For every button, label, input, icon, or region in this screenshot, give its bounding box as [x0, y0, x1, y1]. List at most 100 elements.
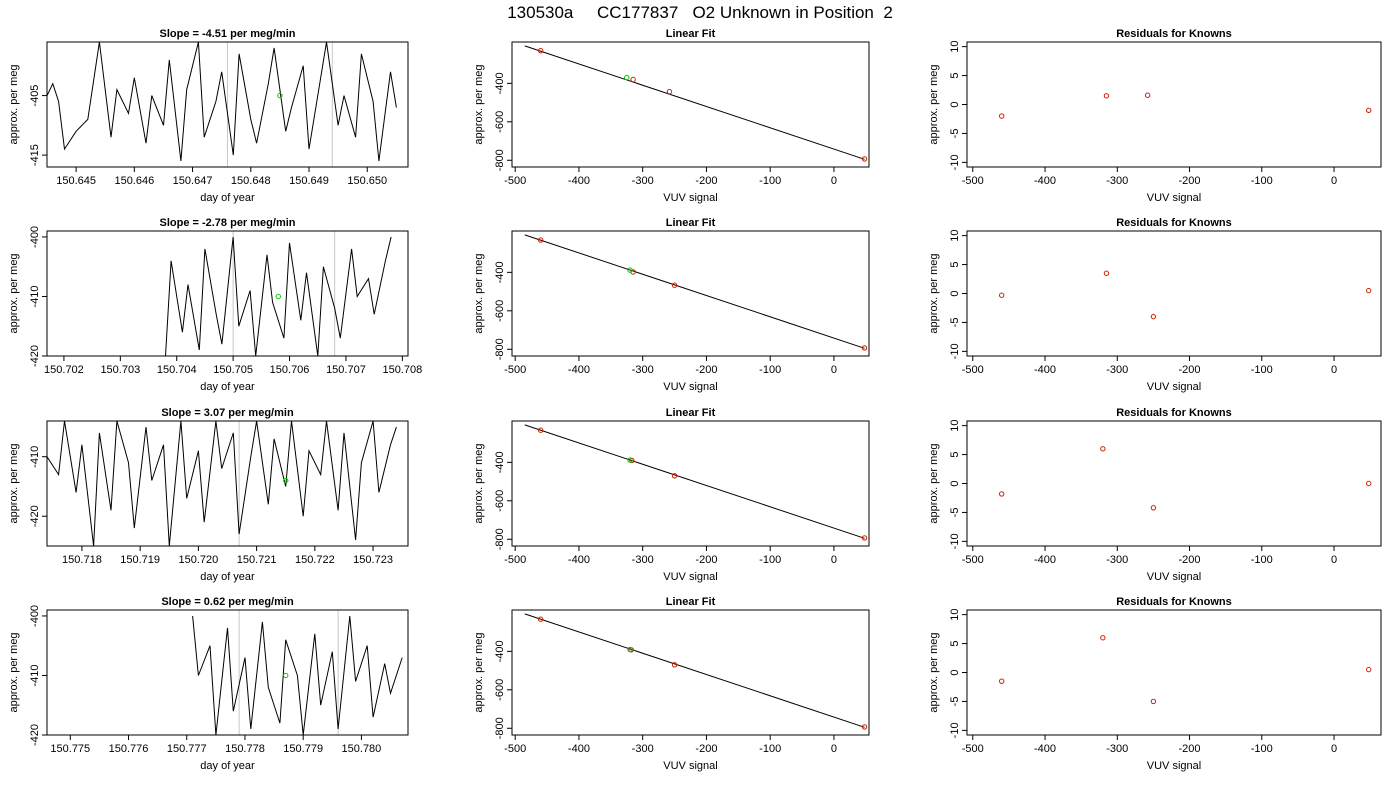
x-axis-label: day of year [200, 192, 255, 204]
series-line [165, 236, 392, 356]
x-tick-label: 150.780 [342, 743, 382, 755]
chart-panel: Linear Fit -500 -400 -300 -200 -100 0 -400 -600 -… [473, 28, 870, 204]
y-tick-label: -400 [494, 451, 506, 473]
x-tick-label: -500 [962, 175, 984, 187]
x-tick-label: -300 [1106, 364, 1128, 376]
chart-title: Linear Fit [666, 596, 716, 608]
x-tick-label: -500 [504, 364, 526, 376]
x-tick-label: 150.707 [326, 364, 366, 376]
x-tick-label: -500 [962, 364, 984, 376]
fit-line [524, 424, 865, 539]
x-tick-label: -500 [504, 554, 526, 566]
y-tick-label: -400 [494, 640, 506, 662]
plot-frame [966, 230, 1382, 357]
data-point [1150, 698, 1157, 705]
y-tick-label: -600 [494, 490, 506, 512]
y-tick-label: -405 [29, 85, 41, 107]
data-point [671, 662, 678, 668]
y-axis-label: approx. per meg [473, 64, 485, 144]
y-tick-label: -400 [29, 226, 41, 248]
y-tick-label: -400 [494, 72, 506, 94]
x-tick-label: -100 [759, 554, 781, 566]
x-tick-label: 150.723 [353, 554, 393, 566]
plot-frame [46, 420, 409, 547]
y-axis-label: approx. per meg [473, 632, 485, 712]
x-tick-label: 150.645 [56, 175, 96, 187]
chart-panel: Linear Fit -500 -400 -300 -200 -100 0 -400 -600 -… [473, 407, 870, 583]
x-axis-label: VUV signal [1147, 192, 1201, 204]
x-tick-label: -300 [632, 554, 654, 566]
data-point [1366, 666, 1372, 673]
x-tick-label: -400 [568, 175, 590, 187]
x-tick-label: -400 [568, 554, 590, 566]
data-point [998, 678, 1005, 684]
data-point [998, 292, 1005, 298]
y-axis-label: approx. per meg [928, 64, 940, 144]
x-tick-label: -500 [962, 554, 984, 566]
fit-line [524, 234, 865, 349]
x-tick-label: 150.778 [225, 743, 265, 755]
x-tick-label: -100 [759, 743, 781, 755]
x-tick-label: 0 [1331, 743, 1337, 755]
data-point [537, 616, 544, 622]
y-tick-label: -400 [29, 605, 41, 627]
x-tick-label: -300 [1106, 554, 1128, 566]
y-tick-label: -5 [949, 508, 961, 518]
x-tick-label: 150.703 [100, 364, 140, 376]
x-tick-label: -100 [1251, 554, 1273, 566]
y-tick-label: -420 [29, 505, 41, 527]
chart-panel: Residuals for Knowns-500 -400 -300 -200 -100… [928, 28, 1382, 204]
x-tick-label: 0 [1331, 175, 1337, 187]
unknown-point [277, 92, 283, 99]
x-tick-label: -200 [1179, 175, 1201, 187]
y-tick-label: -410 [29, 664, 41, 686]
y-tick-label: -800 [494, 338, 506, 360]
y-axis-label: approx. per meg [928, 443, 940, 523]
plot-frame [511, 230, 870, 357]
data-point [861, 345, 868, 351]
chart-panel: Slope = -4.51 per meg/min 150.645 150.646 1… [8, 28, 409, 204]
x-tick-label: -200 [1179, 554, 1201, 566]
data-point [671, 473, 678, 479]
x-tick-label: -400 [568, 743, 590, 755]
x-tick-label: 0 [831, 175, 837, 187]
data-point [1100, 635, 1106, 641]
fit-line [524, 613, 865, 728]
x-tick-label: -300 [632, 743, 654, 755]
data-point [1150, 505, 1157, 511]
data-point [1366, 287, 1372, 294]
plot-frame [511, 41, 870, 168]
plot-frame [46, 609, 409, 736]
x-tick-label: 0 [1331, 364, 1337, 376]
x-tick-label: -100 [759, 175, 781, 187]
unknown-point [283, 672, 289, 679]
data-point [861, 156, 868, 162]
y-axis-label: approx. per meg [8, 632, 20, 712]
x-tick-label: -200 [695, 175, 717, 187]
x-tick-label: 150.720 [179, 554, 219, 566]
y-tick-label: 0 [949, 480, 961, 486]
chart-title: Slope = 0.62 per meg/min [161, 596, 294, 608]
x-tick-label: 150.649 [289, 175, 329, 187]
y-tick-label: -10 [949, 343, 961, 359]
x-tick-label: 150.719 [120, 554, 160, 566]
y-axis-label: approx. per meg [8, 64, 20, 144]
unknown-point [627, 457, 633, 463]
plot-frame [966, 609, 1382, 736]
series-line [47, 42, 397, 162]
x-tick-label: -200 [1179, 743, 1201, 755]
x-tick-label: 150.704 [157, 364, 197, 376]
x-tick-label: 150.706 [270, 364, 310, 376]
unknown-point [627, 646, 633, 653]
y-tick-label: -5 [949, 697, 961, 707]
y-tick-label: -600 [494, 300, 506, 322]
x-tick-label: -100 [1251, 743, 1273, 755]
plot-frame [511, 420, 870, 547]
chart-panel: Linear Fit -500 -400 -300 -200 -100 0 -400 -600 -… [473, 596, 870, 772]
y-tick-label: 10 [949, 41, 961, 53]
y-tick-label: -600 [494, 679, 506, 701]
x-tick-label: -200 [695, 743, 717, 755]
unknown-point [627, 267, 633, 273]
plot-frame [46, 41, 409, 168]
